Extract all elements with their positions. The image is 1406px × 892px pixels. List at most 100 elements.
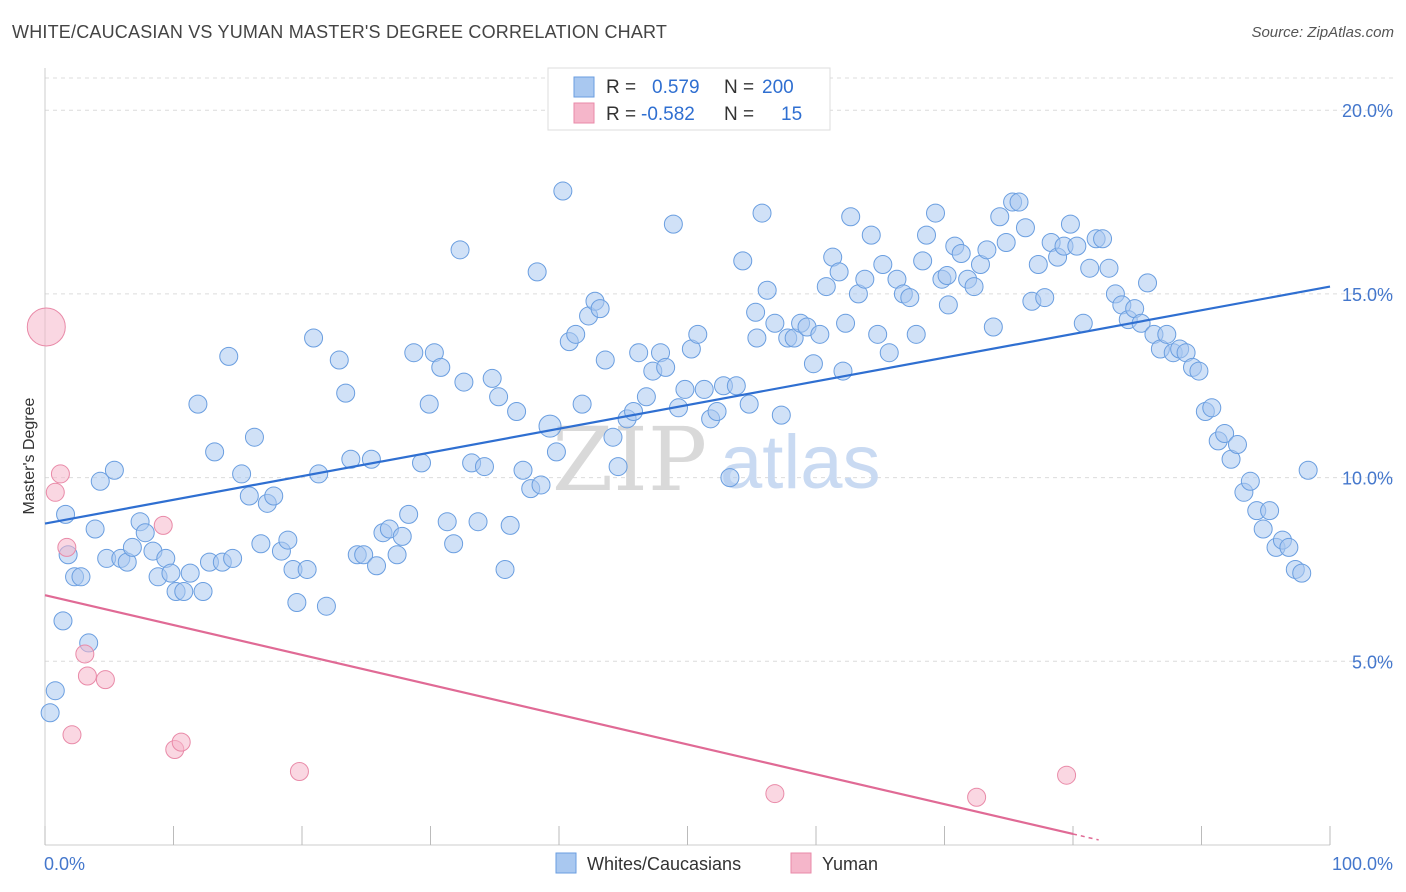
legend-n-value-yuman: 15 <box>781 104 802 125</box>
point-whites <box>85 519 105 539</box>
point-yuman <box>77 666 97 686</box>
point-whites <box>663 214 683 234</box>
point-whites <box>964 277 984 297</box>
point-whites <box>726 376 746 396</box>
legend-r-value-yuman: -0.582 <box>641 104 695 125</box>
series-yuman-points <box>26 307 1077 807</box>
point-whites <box>1138 273 1158 293</box>
point-whites <box>1080 258 1100 278</box>
x-tick-labels: 0.0% 100.0% <box>44 854 1393 874</box>
point-whites <box>917 225 937 245</box>
point-whites <box>205 442 225 462</box>
bottom-legend-label-yuman: Yuman <box>822 854 878 874</box>
point-whites <box>538 414 562 438</box>
point-whites <box>816 277 836 297</box>
point-whites <box>193 581 213 601</box>
point-whites <box>161 563 181 583</box>
point-whites <box>122 537 142 557</box>
point-whites <box>675 379 695 399</box>
point-whites <box>419 394 439 414</box>
point-whites <box>951 243 971 263</box>
point-whites <box>297 559 317 579</box>
point-whites <box>188 394 208 414</box>
point-whites <box>1009 192 1029 212</box>
point-whites <box>482 368 502 388</box>
point-yuman <box>57 537 77 557</box>
point-whites <box>513 460 533 480</box>
point-whites <box>868 324 888 344</box>
point-whites <box>264 486 284 506</box>
point-whites <box>244 427 264 447</box>
point-whites <box>1157 324 1177 344</box>
point-whites <box>304 328 324 348</box>
point-whites <box>431 357 451 377</box>
point-whites <box>219 346 239 366</box>
point-whites <box>977 240 997 260</box>
point-whites <box>45 681 65 701</box>
point-whites <box>329 350 349 370</box>
y-tick-label: 15.0% <box>1342 285 1393 305</box>
point-whites <box>1279 537 1299 557</box>
point-whites <box>500 515 520 535</box>
legend-r-label-whites: R = <box>606 77 636 98</box>
legend: R = 0.579 N = 200 R = -0.582 N = 15 <box>547 67 831 131</box>
point-whites <box>450 240 470 260</box>
point-whites <box>489 387 509 407</box>
point-whites <box>629 343 649 363</box>
watermark-atlas: atlas <box>720 420 881 505</box>
point-yuman <box>50 464 70 484</box>
point-whites <box>399 504 419 524</box>
trend-line-whites <box>44 285 1331 525</box>
point-whites <box>546 442 566 462</box>
point-whites <box>531 475 551 495</box>
point-yuman <box>153 515 173 535</box>
point-whites <box>733 251 753 271</box>
point-whites <box>1028 255 1048 275</box>
point-whites <box>553 181 573 201</box>
point-whites <box>336 383 356 403</box>
legend-r-label-yuman: R = <box>606 104 636 125</box>
point-whites <box>527 262 547 282</box>
point-whites <box>906 324 926 344</box>
point-whites <box>90 471 110 491</box>
point-whites <box>694 379 714 399</box>
point-whites <box>251 534 271 554</box>
point-whites <box>810 324 830 344</box>
point-yuman <box>289 762 309 782</box>
point-whites <box>1067 236 1087 256</box>
point-whites <box>223 548 243 568</box>
point-yuman <box>171 732 191 752</box>
point-whites <box>861 225 881 245</box>
bottom-legend-swatch-yuman <box>790 852 812 874</box>
point-whites <box>608 457 628 477</box>
point-whites <box>926 203 946 223</box>
axes <box>44 68 1331 846</box>
point-whites <box>53 611 73 631</box>
point-whites <box>873 255 893 275</box>
point-whites <box>765 313 785 333</box>
trend-line-yuman-extension <box>1072 833 1099 841</box>
point-whites <box>454 372 474 392</box>
point-whites <box>1093 229 1113 249</box>
point-whites <box>636 387 656 407</box>
point-whites <box>688 324 708 344</box>
point-whites <box>879 343 899 363</box>
point-whites <box>746 302 766 322</box>
point-whites <box>572 394 592 414</box>
point-whites <box>855 269 875 289</box>
point-whites <box>468 512 488 532</box>
point-whites <box>937 266 957 286</box>
point-whites <box>656 357 676 377</box>
point-whites <box>354 545 374 565</box>
point-yuman <box>26 307 66 347</box>
point-whites <box>624 401 644 421</box>
point-whites <box>1035 288 1055 308</box>
legend-swatch-whites <box>573 76 595 98</box>
series-whites-points <box>40 181 1318 723</box>
point-whites <box>239 486 259 506</box>
point-whites <box>367 556 387 576</box>
point-whites <box>180 563 200 583</box>
point-whites <box>938 295 958 315</box>
point-whites <box>983 317 1003 337</box>
legend-r-value-whites: 0.579 <box>652 77 700 98</box>
